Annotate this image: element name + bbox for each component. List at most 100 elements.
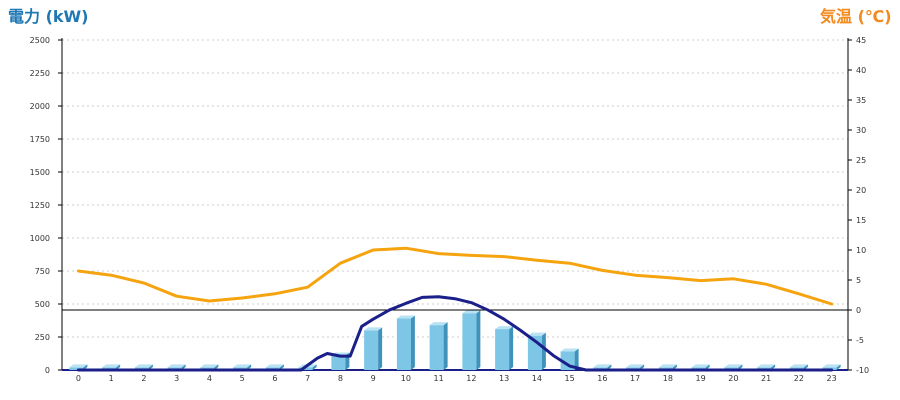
x-tick-label: 10: [401, 374, 411, 383]
bar-side: [509, 326, 514, 370]
bar-face: [364, 330, 379, 370]
power-bar: [495, 326, 514, 370]
x-tick-label: 4: [207, 374, 212, 383]
right-tick-label: 40: [856, 66, 866, 75]
right-tick-label: 10: [856, 246, 866, 255]
power-bar: [429, 322, 448, 370]
left-tick-label: 0: [45, 366, 50, 375]
bar-top: [626, 364, 645, 368]
x-tick-label: 3: [174, 374, 179, 383]
x-tick-label: 22: [794, 374, 804, 383]
bar-top: [200, 364, 219, 368]
x-tick-label: 14: [532, 374, 542, 383]
left-tick-label: 2250: [30, 69, 50, 78]
bar-top: [560, 348, 579, 352]
bar-top: [691, 364, 710, 368]
left-tick-label: 1250: [30, 201, 50, 210]
bar-face: [495, 329, 510, 370]
right-tick-label: 5: [856, 276, 861, 285]
bar-top: [134, 364, 153, 368]
x-tick-label: 16: [597, 374, 607, 383]
left-tick-label: 500: [35, 300, 50, 309]
x-tick-label: 5: [240, 374, 245, 383]
x-tick-label: 11: [434, 374, 444, 383]
bar-top: [495, 326, 514, 330]
bar-top: [724, 364, 743, 368]
right-axis-title: 気温 (℃): [820, 7, 892, 26]
x-tick-label: 6: [272, 374, 277, 383]
left-tick-label: 2000: [30, 102, 50, 111]
x-tick-label: 20: [728, 374, 738, 383]
bar-face: [331, 355, 346, 370]
right-tick-label: 45: [856, 36, 866, 45]
line-series: [62, 246, 848, 372]
right-tick-label: -5: [856, 336, 864, 345]
x-tick-label: 2: [141, 374, 146, 383]
power-bar: [396, 315, 415, 370]
left-tick-label: 2500: [30, 36, 50, 45]
x-tick-label: 12: [466, 374, 476, 383]
bar-face: [429, 325, 444, 370]
right-tick-label: 35: [856, 96, 866, 105]
bar-top: [462, 310, 481, 314]
left-tick-label: 1500: [30, 168, 50, 177]
bar-face: [462, 313, 477, 370]
bar-face: [298, 367, 313, 370]
x-tick-label: 15: [565, 374, 575, 383]
bar-side: [476, 310, 481, 370]
bar-top: [265, 364, 284, 368]
left-tick-label: 1000: [30, 234, 50, 243]
bar-face: [69, 367, 84, 370]
grid-lines: [62, 39, 848, 338]
axes: [58, 38, 852, 371]
x-tick-label: 18: [663, 374, 673, 383]
x-tick-label: 13: [499, 374, 509, 383]
x-tick-label: 23: [827, 374, 837, 383]
bar-side: [378, 327, 383, 370]
left-tick-label: 750: [35, 267, 50, 276]
bar-top: [102, 364, 121, 368]
bar-side: [443, 322, 448, 370]
x-tick-label: 21: [761, 374, 771, 383]
bar-top: [364, 327, 383, 331]
right-tick-label: 20: [856, 186, 866, 195]
right-tick-label: 15: [856, 216, 866, 225]
x-tick-label: 9: [371, 374, 376, 383]
temperature-line: [76, 246, 834, 306]
bar-top: [527, 332, 546, 336]
bar-top: [822, 364, 841, 368]
bar-top: [396, 315, 415, 319]
x-tick-label: 1: [109, 374, 114, 383]
right-tick-label: 25: [856, 156, 866, 165]
right-tick-label: 0: [856, 306, 861, 315]
right-tick-label: -10: [856, 366, 869, 375]
bar-side: [574, 348, 579, 370]
bar-top: [69, 364, 88, 368]
left-axis-title: 電力 (kW): [8, 7, 89, 26]
bar-top: [233, 364, 252, 368]
bar-series: [69, 310, 841, 370]
x-tick-label: 8: [338, 374, 343, 383]
bar-top: [593, 364, 612, 368]
power-bar: [462, 310, 481, 370]
bar-top: [658, 364, 677, 368]
bar-top: [757, 364, 776, 368]
power-line: [76, 295, 834, 372]
bar-top: [167, 364, 186, 368]
bar-side: [836, 364, 841, 370]
tick-labels: 02505007501000125015001750200022502500-1…: [30, 36, 869, 383]
left-tick-label: 250: [35, 333, 50, 342]
power-bar: [364, 327, 383, 370]
bar-top: [789, 364, 808, 368]
bar-side: [410, 315, 415, 370]
x-tick-label: 0: [76, 374, 81, 383]
x-tick-label: 7: [305, 374, 310, 383]
x-tick-label: 17: [630, 374, 640, 383]
bar-face: [396, 318, 411, 370]
bar-top: [429, 322, 448, 326]
bar-side: [312, 364, 317, 370]
right-tick-label: 30: [856, 126, 866, 135]
bar-side: [541, 332, 546, 370]
left-tick-label: 1750: [30, 135, 50, 144]
